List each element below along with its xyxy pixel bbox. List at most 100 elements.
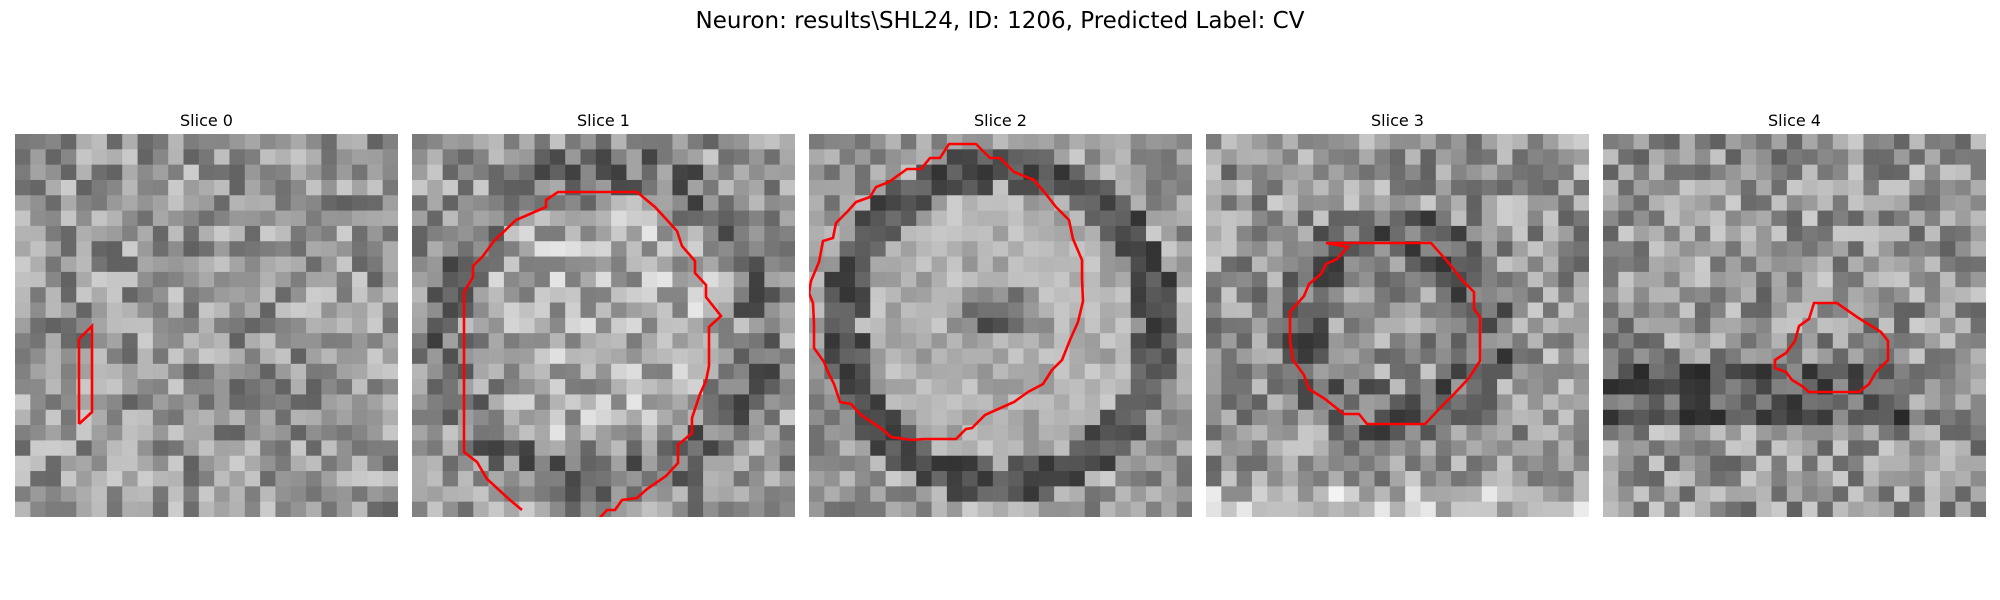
- image-pixel: [977, 149, 994, 166]
- image-pixel: [1771, 256, 1788, 273]
- image-pixel: [870, 271, 887, 288]
- image-pixel: [137, 210, 154, 227]
- image-pixel: [260, 225, 277, 242]
- image-pixel: [1054, 164, 1071, 181]
- image-pixel: [457, 348, 474, 365]
- image-pixel: [1481, 256, 1498, 273]
- image-pixel: [626, 333, 643, 350]
- image-pixel: [1451, 241, 1468, 258]
- image-pixel: [1130, 486, 1147, 503]
- image-pixel: [260, 501, 277, 517]
- image-pixel: [1543, 379, 1559, 396]
- image-pixel: [412, 302, 428, 319]
- image-pixel: [60, 179, 77, 196]
- image-pixel: [122, 379, 139, 396]
- image-pixel: [30, 455, 47, 472]
- image-pixel: [457, 287, 474, 304]
- image-pixel: [15, 409, 31, 426]
- image-pixel: [687, 241, 704, 258]
- image-pixel: [290, 195, 307, 212]
- image-pixel: [1206, 333, 1222, 350]
- image-pixel: [442, 149, 459, 166]
- image-pixel: [1725, 256, 1742, 273]
- image-pixel: [870, 394, 887, 411]
- image-pixel: [260, 241, 277, 258]
- image-pixel: [703, 455, 719, 472]
- image-pixel: [457, 134, 474, 150]
- image-pixel: [122, 394, 139, 411]
- image-pixel: [1694, 486, 1711, 503]
- image-pixel: [1848, 195, 1865, 212]
- image-pixel: [427, 317, 444, 334]
- image-pixel: [1236, 363, 1253, 380]
- image-pixel: [1023, 394, 1040, 411]
- image-pixel: [45, 179, 62, 196]
- image-pixel: [352, 501, 368, 517]
- image-pixel: [1802, 179, 1819, 196]
- image-pixel: [1955, 225, 1972, 242]
- image-pixel: [1115, 333, 1132, 350]
- image-pixel: [473, 179, 490, 196]
- image-pixel: [1924, 164, 1941, 181]
- image-pixel: [1573, 440, 1589, 457]
- image-pixel: [488, 164, 505, 181]
- image-pixel: [764, 241, 781, 258]
- image-pixel: [534, 471, 551, 487]
- image-pixel: [1543, 394, 1559, 411]
- image-pixel: [91, 394, 108, 411]
- image-pixel: [641, 271, 658, 288]
- image-pixel: [611, 149, 628, 166]
- roi-contour: [462, 190, 723, 517]
- image-pixel: [382, 363, 398, 380]
- image-pixel: [962, 348, 979, 365]
- image-pixel: [611, 471, 628, 487]
- image-pixel: [687, 195, 704, 212]
- image-pixel: [992, 134, 1009, 150]
- image-pixel: [1008, 379, 1025, 396]
- image-pixel: [718, 379, 735, 396]
- image-pixel: [1633, 302, 1650, 319]
- image-pixel: [336, 440, 353, 457]
- image-pixel: [672, 394, 689, 411]
- image-pixel: [1603, 501, 1619, 517]
- image-pixel: [1909, 195, 1926, 212]
- image-pixel: [1817, 164, 1834, 181]
- image-pixel: [870, 501, 887, 517]
- image-pixel: [91, 379, 108, 396]
- image-pixel: [962, 486, 979, 503]
- image-pixel: [1221, 179, 1238, 196]
- image-pixel: [1573, 425, 1589, 441]
- image-pixel: [1206, 149, 1222, 166]
- image-pixel: [290, 302, 307, 319]
- image-pixel: [1084, 317, 1101, 334]
- image-pixel: [1161, 363, 1178, 380]
- image-pixel: [1694, 210, 1711, 227]
- image-pixel: [1909, 348, 1926, 365]
- image-pixel: [1573, 210, 1589, 227]
- image-pixel: [519, 164, 536, 181]
- image-pixel: [1069, 486, 1086, 503]
- image-pixel: [839, 271, 856, 288]
- image-pixel: [764, 225, 781, 242]
- image-pixel: [1771, 317, 1788, 334]
- image-pixel: [1955, 179, 1972, 196]
- image-pixel: [595, 241, 612, 258]
- image-pixel: [1832, 501, 1849, 517]
- image-pixel: [1282, 501, 1299, 517]
- image-pixel: [1328, 179, 1345, 196]
- image-pixel: [1894, 440, 1910, 457]
- image-pixel: [1909, 440, 1926, 457]
- image-pixel: [1236, 225, 1253, 242]
- image-pixel: [1497, 348, 1513, 365]
- image-pixel: [549, 149, 566, 166]
- image-pixel: [672, 333, 689, 350]
- image-pixel: [1848, 348, 1865, 365]
- image-pixel: [962, 256, 979, 273]
- image-pixel: [946, 333, 963, 350]
- image-pixel: [1970, 134, 1986, 150]
- slice-panel-4: Slice 4: [1603, 108, 1986, 517]
- image-pixel: [931, 486, 948, 503]
- image-pixel: [1924, 363, 1941, 380]
- image-pixel: [1694, 317, 1711, 334]
- image-pixel: [1267, 271, 1284, 288]
